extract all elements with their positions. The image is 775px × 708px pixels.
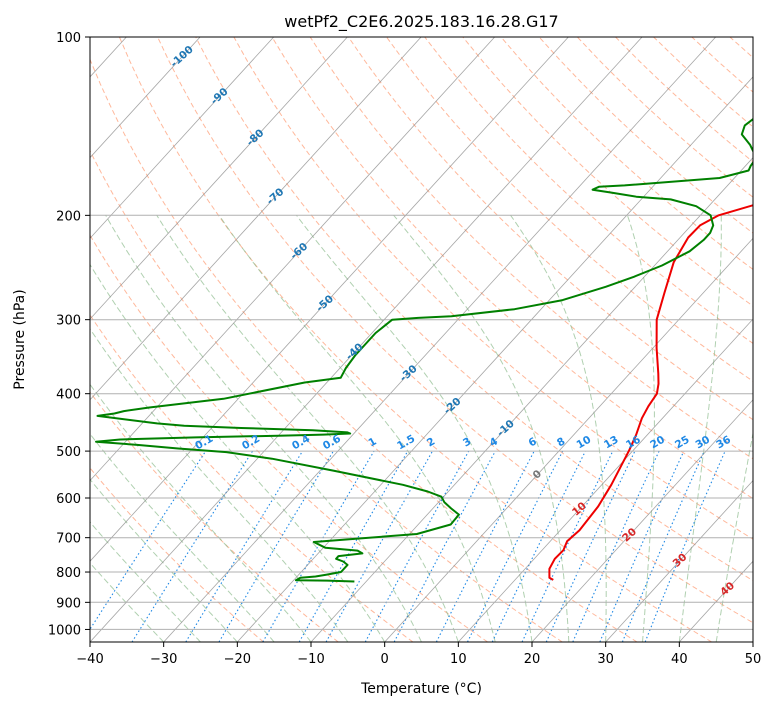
x-tick-label: 20 [524,652,541,667]
y-tick-label: 700 [56,532,81,547]
y-tick-label: 900 [56,596,81,611]
y-tick-label: 200 [56,209,81,224]
y-tick-label: 100 [56,31,81,46]
moist-adiabat [156,215,459,642]
mixing-ratio-line [599,450,685,642]
moist-adiabat [296,215,533,642]
isotherm-line [90,37,422,401]
moist-adiabat [678,215,722,642]
moist-adiabat [90,383,312,642]
isotherm-line [310,157,753,642]
sounding-profiles [95,117,753,583]
dewpoint-profile [95,117,753,583]
moist-adiabat [510,215,607,642]
isotherm-line [458,318,753,642]
isotherm-line [90,37,569,562]
x-tick-label: −40 [76,652,103,667]
y-tick-label: 1000 [48,623,81,638]
isotherm-line [90,37,274,239]
y-tick-label: 500 [56,445,81,460]
dry-adiabat [271,37,753,500]
moist-adiabat [715,430,753,642]
mixing-ratio-line [621,450,705,642]
mixing-ratio-line [467,450,564,642]
moist-adiabat [90,562,165,642]
y-tick-label: 300 [56,314,81,329]
dry-adiabat [90,313,414,642]
x-tick-label: 50 [745,652,762,667]
moist-adiabat [90,521,201,642]
moist-adiabat [90,478,238,642]
isotherm-line [384,237,753,642]
isotherm-line [605,479,753,642]
mixing-ratio-line [185,450,304,642]
isotherm-line [90,37,201,159]
moist-adiabat [626,215,655,642]
isotherm-line [163,37,716,642]
axes: −40 −30 −20 −10 0 10 20 30 40 50 100 200 300 400 500 60… [48,31,761,667]
temperature-profile [548,204,753,581]
x-tick-label: 10 [450,652,467,667]
x-tick-label: 30 [597,652,614,667]
mixing-ratio-line [90,450,207,631]
x-tick-label: −20 [224,652,251,667]
y-tick-label: 600 [56,492,81,507]
x-axis-label: Temperature (°C) [360,681,482,697]
y-axis-label: Pressure (hPa) [12,289,28,389]
dry-adiabat [195,37,753,582]
mixing-ratio-line [325,450,433,642]
dry-adiabat [424,37,753,344]
moist-adiabat [90,263,386,642]
plot-frame [89,36,754,643]
dry-adiabat [118,37,712,642]
background-lines [90,37,753,642]
x-tick-label: −30 [150,652,177,667]
x-tick-label: 40 [671,652,688,667]
x-tick-label: 0 [381,652,389,667]
isotherm-line [90,37,495,482]
moist-adiabat [105,215,422,642]
mixing-ratio-line [393,450,496,642]
isotherm-line [531,399,753,642]
mixing-ratio-line [364,450,470,642]
y-tick-label: 800 [56,566,81,581]
x-tick-label: −10 [297,652,324,667]
mixing-ratio-line [131,450,254,642]
isotherm-line [90,37,643,642]
dry-adiabat [90,149,563,642]
grid-lines [90,37,753,642]
mixing-ratio-line [572,450,660,642]
isotherm-line [90,37,348,320]
y-tick-label: 400 [56,388,81,403]
chart-title: wetPf2_C2E6.2025.183.16.28.G17 [284,12,558,32]
dry-adiabat [309,37,753,460]
dry-adiabat [90,58,638,642]
dry-adiabat [157,37,753,624]
moist-adiabat [90,433,275,642]
